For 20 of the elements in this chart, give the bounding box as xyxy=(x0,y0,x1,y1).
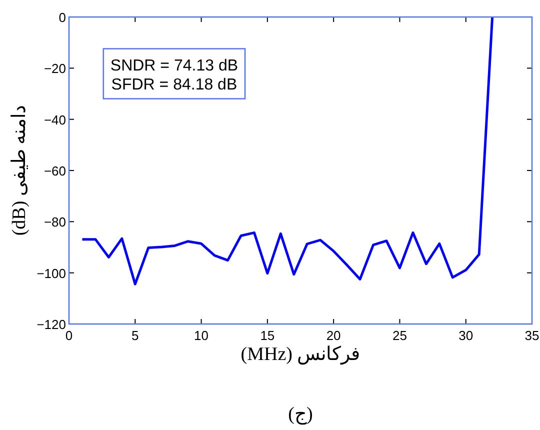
annotation: SNDR = 74.13 dB xyxy=(110,58,238,75)
y-tick-label: −20 xyxy=(44,61,66,76)
x-tick-label: 20 xyxy=(326,328,341,343)
x-tick-label: 30 xyxy=(458,328,474,343)
x-tick-label: 15 xyxy=(260,328,275,343)
x-tick-label: 10 xyxy=(194,328,209,343)
y-tick-label: −100 xyxy=(36,266,66,281)
x-tick-label: 25 xyxy=(392,328,407,343)
y-tick-label: −40 xyxy=(44,112,66,128)
x-axis-title: فرکانس (MHz) xyxy=(240,344,360,365)
line-series xyxy=(80,17,494,286)
y-tick-label: −120 xyxy=(36,317,66,332)
text: (ج) xyxy=(288,404,313,425)
y-tick-label: 0 xyxy=(58,10,66,25)
y-axis-title: دامنه طیفی (dB) xyxy=(9,105,30,236)
y-tick-label: −60 xyxy=(44,164,66,178)
x-tick-label: 5 xyxy=(132,328,139,343)
x-tick-label: 35 xyxy=(524,328,540,343)
y-tick-label: −80 xyxy=(44,214,66,230)
annotation: SFDR = 84.18 dB xyxy=(111,76,238,94)
